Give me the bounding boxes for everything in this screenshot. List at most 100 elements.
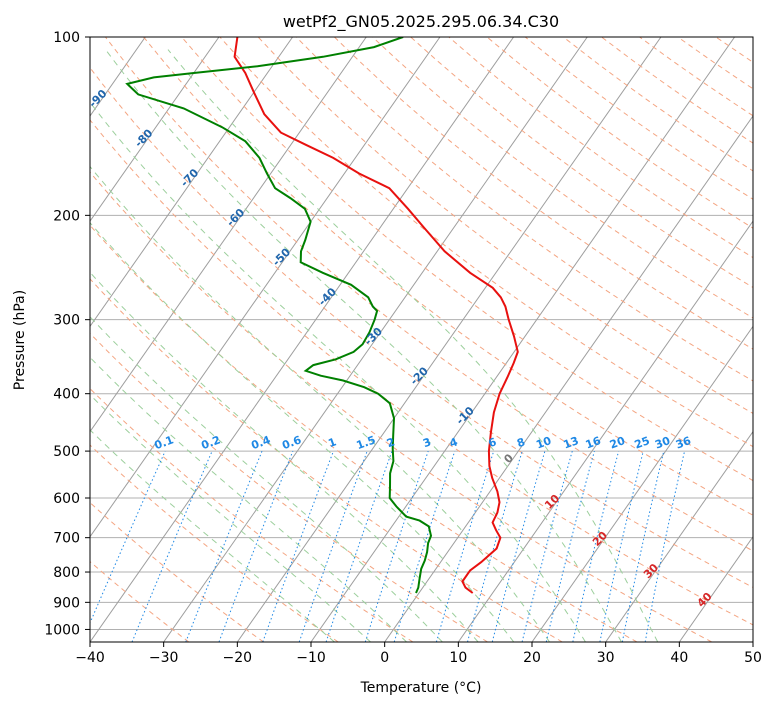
moist-adiabat	[90, 316, 443, 642]
mixing-ratio-label: 2	[385, 435, 397, 450]
mixing-ratio-line	[364, 450, 429, 642]
isotherm-label: -50	[270, 245, 293, 268]
x-tick-label: 40	[670, 650, 688, 666]
x-tick-label: 30	[597, 650, 615, 666]
dry-adiabat	[334, 37, 753, 350]
isotherm-line	[90, 37, 515, 642]
dry-adiabat	[90, 560, 190, 642]
isotherm-label: -80	[132, 126, 155, 149]
isotherm-line	[457, 220, 753, 642]
x-tick-label: −30	[149, 650, 179, 666]
mixing-ratio-line	[545, 450, 595, 642]
dry-adiabat	[90, 444, 339, 642]
dry-adiabat	[257, 37, 753, 414]
isotherm-label-warm: 40	[695, 590, 715, 610]
mixing-ratio-label: 4	[448, 435, 460, 450]
x-tick-label: −20	[223, 650, 253, 666]
mixing-ratio-line	[393, 450, 456, 642]
isotherm-line	[384, 115, 753, 642]
mixing-ratio-label: 25	[633, 434, 652, 451]
y-tick-label: 100	[53, 30, 80, 46]
mixing-ratio-label: 1.5	[355, 433, 378, 452]
moist-adiabat	[90, 429, 335, 642]
mixing-ratio-label: 8	[515, 435, 527, 450]
mixing-ratio-label: 0.6	[280, 433, 303, 452]
isotherm-label-warm: 0	[501, 451, 516, 466]
moist-adiabat	[90, 356, 407, 642]
mixing-ratio-label: 0.4	[249, 433, 272, 452]
profile-layer	[125, 37, 519, 594]
isotherm-label: -20	[408, 364, 431, 387]
plot-frame	[89, 36, 754, 643]
y-tick-label: 500	[53, 444, 80, 460]
mixing-ratio-label: 3	[421, 435, 433, 450]
y-tick-label: 900	[53, 595, 80, 611]
mixing-ratio-label: 16	[584, 434, 603, 452]
dry-adiabat	[486, 37, 753, 229]
mixing-ratio-line	[218, 450, 294, 642]
mixing-ratio-line	[435, 450, 495, 642]
mixing-ratio-label: 20	[608, 434, 627, 452]
moist-adiabat	[90, 101, 586, 642]
dry-adiabat	[90, 224, 638, 642]
dry-adiabat	[754, 37, 775, 642]
isotherm-line	[163, 37, 588, 642]
dry-adiabat	[90, 66, 753, 588]
moist-adiabat	[105, 49, 622, 642]
dry-adiabat	[181, 37, 753, 482]
mixing-ratio-line	[467, 450, 523, 642]
moist-adiabat	[90, 394, 371, 642]
y-tick-label: 800	[53, 565, 80, 581]
mixing-ratio-line	[262, 450, 334, 642]
x-tick-label: 0	[380, 650, 389, 666]
mixing-ratio-line	[325, 450, 393, 642]
dry-adiabat	[90, 387, 414, 642]
mixing-ratio-line	[521, 450, 573, 642]
moist-adiabat	[167, 49, 659, 642]
mixing-ratio-label: 13	[562, 434, 581, 451]
mixing-ratio-label: 0.2	[199, 433, 222, 452]
y-tick-label: 600	[53, 491, 80, 507]
isotherm-label-warm: 20	[590, 529, 610, 549]
mixing-ratio-line	[491, 450, 546, 642]
isotherm-line	[0, 37, 72, 642]
isotherm-label: -100	[38, 44, 67, 73]
x-axis-title: Temperature (°C)	[360, 680, 482, 696]
isotherm-line	[605, 430, 753, 642]
mixing-ratio-label: 30	[653, 434, 672, 452]
moist-adiabat	[90, 271, 479, 642]
dry-adiabat	[372, 37, 753, 319]
isotherm-label-warm: 30	[641, 561, 661, 581]
mixing-ratio-line	[298, 450, 368, 642]
dry-adiabat	[677, 37, 753, 90]
y-tick-label: 1000	[44, 622, 80, 638]
isotherm-line	[678, 535, 753, 642]
isotherm-label: -30	[362, 325, 385, 348]
axis-layer: −40 −30 −20 −10 0 10 20 30 40 5010020030040050060…	[44, 30, 762, 666]
y-tick-label: 400	[53, 387, 80, 403]
mixing-ratio-label: 1	[326, 435, 338, 450]
y-tick-label: 700	[53, 531, 80, 547]
dry-adiabat	[90, 119, 753, 626]
dry-adiabat	[410, 37, 753, 289]
isotherm-line	[90, 37, 367, 433]
isotherm-label: -70	[178, 166, 201, 189]
dry-adiabat	[105, 37, 753, 552]
isotherm-line	[236, 37, 662, 642]
moist-adiabat	[90, 165, 551, 642]
dry-adiabat	[448, 37, 753, 259]
isotherm-label: -10	[454, 404, 477, 427]
isotherm-line	[90, 37, 441, 538]
mixing-ratio-line	[644, 450, 686, 642]
moist-adiabat	[90, 221, 515, 642]
mixing-ratio-label: 36	[674, 434, 693, 452]
dry-adiabat	[90, 278, 563, 642]
x-tick-label: −40	[75, 650, 105, 666]
dry-adiabat	[601, 37, 753, 144]
mixing-ratio-line	[131, 450, 213, 642]
mixing-ratio-label: 10	[534, 434, 553, 452]
y-tick-label: 200	[53, 208, 80, 224]
isotherm-label-warm: 10	[542, 492, 562, 512]
y-tick-label: 300	[53, 313, 80, 329]
